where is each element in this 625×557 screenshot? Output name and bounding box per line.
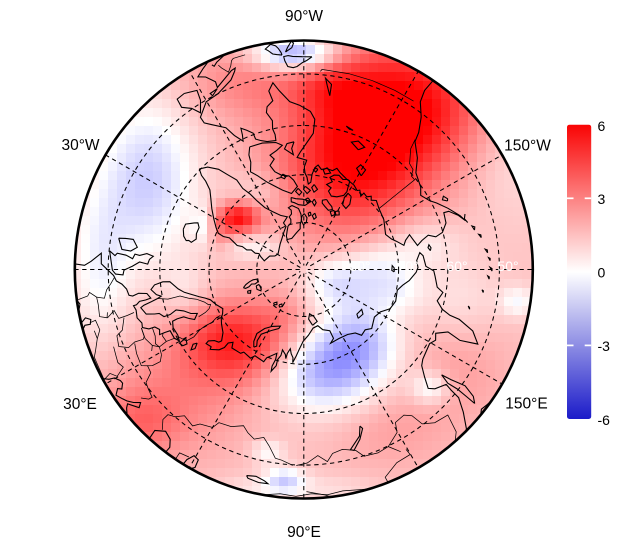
svg-text:-6: -6	[598, 412, 611, 428]
svg-text:150°W: 150°W	[504, 138, 551, 155]
svg-text:90°E: 90°E	[287, 524, 321, 541]
svg-text:-3: -3	[598, 338, 611, 354]
svg-text:50°: 50°	[497, 258, 518, 274]
svg-text:70°: 70°	[397, 258, 418, 274]
svg-text:30°W: 30°W	[61, 137, 99, 154]
svg-text:90°W: 90°W	[285, 8, 323, 25]
svg-text:0: 0	[598, 265, 606, 281]
svg-text:60°: 60°	[446, 258, 467, 274]
svg-text:150°E: 150°E	[505, 396, 547, 413]
svg-text:80°: 80°	[349, 258, 370, 274]
svg-text:30°E: 30°E	[63, 396, 97, 413]
svg-text:3: 3	[598, 191, 606, 207]
svg-text:6: 6	[598, 118, 606, 134]
